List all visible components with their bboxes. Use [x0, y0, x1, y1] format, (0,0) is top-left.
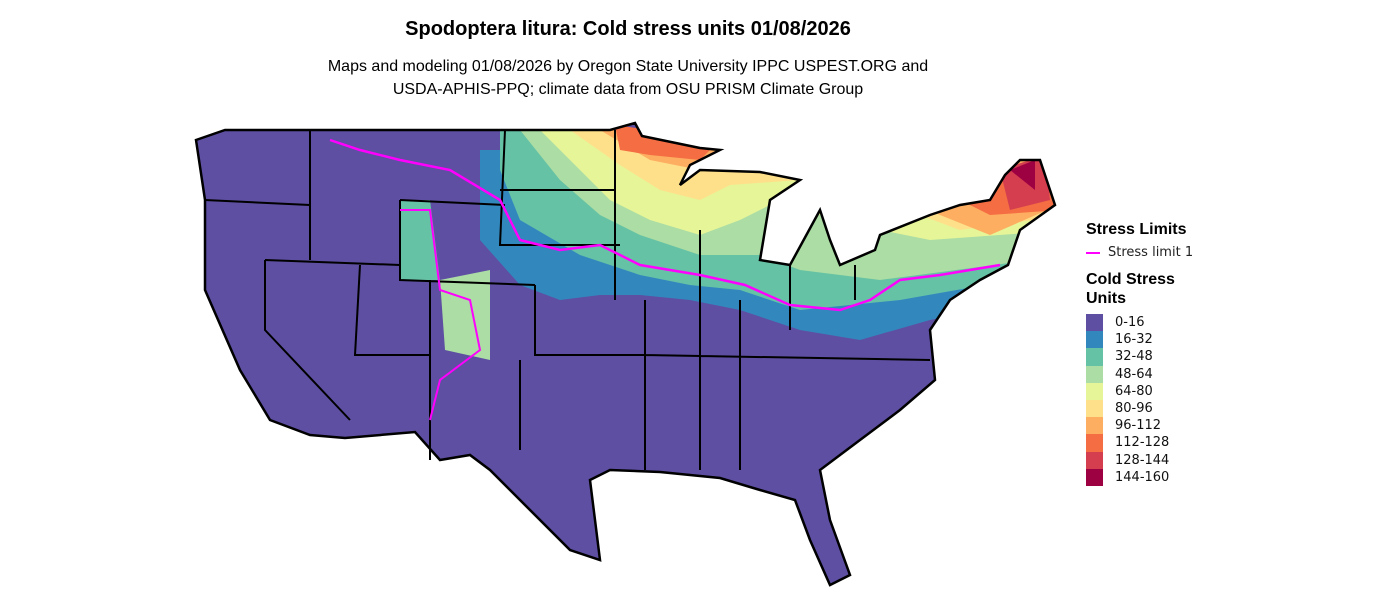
legend-swatch — [1086, 468, 1103, 486]
legend-swatch — [1086, 399, 1103, 418]
legend-bin: 48-64 — [1086, 365, 1216, 383]
map-raster — [196, 123, 1055, 585]
legend-bin-label: 32-48 — [1115, 349, 1153, 365]
legend-bin-label: 128-144 — [1115, 452, 1170, 468]
subtitle-line-1: Maps and modeling 01/08/2026 by Oregon S… — [327, 58, 929, 75]
legend-bin: 144-160 — [1086, 468, 1216, 486]
cold-stress-units-title: Cold Stress Units — [1086, 271, 1175, 307]
legend-swatch — [1086, 331, 1103, 349]
legend-swatch — [1086, 365, 1103, 383]
stress-limit-1-contour-west — [400, 209, 482, 421]
stress-limit-line-swatch — [1086, 251, 1100, 254]
legend-bins: 0-16 16-32 32-48 48-64 64-80 80-96 96-112 112-1… — [1086, 314, 1216, 486]
legend-bin: 128-144 — [1086, 451, 1216, 469]
legend-bin: 80-96 — [1086, 399, 1216, 418]
map-subtitle: Maps and modeling 01/08/2026 by Oregon S… — [0, 55, 1256, 101]
legend-swatch — [1086, 348, 1103, 366]
band-144-160 — [1010, 160, 1035, 190]
us-cold-stress-map — [194, 121, 1057, 587]
legend-bin-label: 16-32 — [1115, 332, 1153, 348]
stress-limit-1-contour — [329, 138, 1001, 312]
stress-limits-title: Stress Limits — [1086, 221, 1187, 238]
state-borders — [204, 129, 931, 470]
stress-limit-label: Stress limit 1 — [1108, 245, 1194, 260]
legend-bin: 96-112 — [1086, 417, 1216, 435]
legend-bin-label: 80-96 — [1115, 401, 1153, 417]
legend-bin: 16-32 — [1086, 331, 1216, 349]
legend-swatch — [1086, 434, 1103, 452]
legend-swatch — [1086, 417, 1103, 435]
legend-bin: 32-48 — [1086, 348, 1216, 366]
legend-bin-label: 144-160 — [1115, 469, 1170, 485]
legend-bin: 112-128 — [1086, 434, 1216, 452]
legend-bin-label: 64-80 — [1115, 383, 1153, 399]
legend-bin: 64-80 — [1086, 382, 1216, 400]
band-wyoming — [400, 200, 440, 280]
legend-bin-label: 96-112 — [1115, 418, 1162, 434]
stress-limit-entry: Stress limit 1 — [1086, 245, 1216, 260]
legend-bin-label: 48-64 — [1115, 366, 1153, 382]
subtitle-line-2: USDA-APHIS-PPQ; climate data from OSU PR… — [392, 81, 864, 98]
map-title: Spodoptera litura: Cold stress units 01/… — [405, 18, 851, 40]
legend-swatch — [1086, 451, 1103, 469]
legend-bin-label: 112-128 — [1115, 435, 1170, 451]
legend-swatch — [1086, 314, 1103, 332]
legend-swatch — [1086, 382, 1103, 400]
legend: Stress Limits Stress limit 1 Cold Stress… — [1086, 220, 1216, 486]
legend-bin-label: 0-16 — [1115, 315, 1145, 331]
legend-bin: 0-16 — [1086, 314, 1216, 332]
